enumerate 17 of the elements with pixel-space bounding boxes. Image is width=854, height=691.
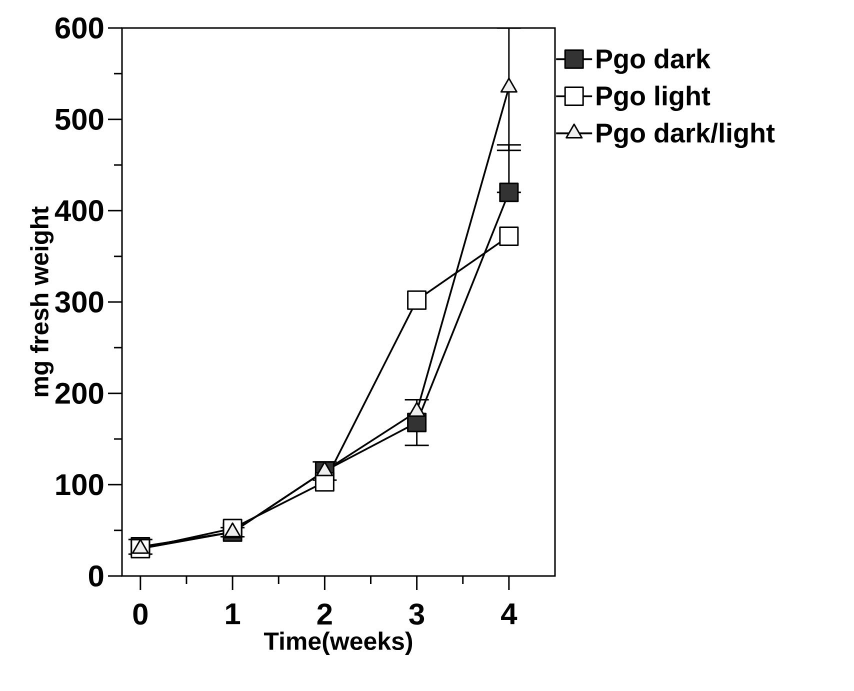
x-tick-label: 2 — [317, 604, 332, 624]
legend-label: Pgo light — [596, 86, 710, 111]
y-tick-label: 300 — [55, 291, 104, 313]
y-tick-label: 200 — [55, 382, 104, 404]
y-axis-title: mg fresh weight — [30, 206, 54, 396]
x-tick-label: 3 — [409, 604, 424, 625]
legend-label: Pgo dark — [596, 48, 711, 74]
y-tick-label: 0 — [88, 565, 104, 587]
y-tick-label: 100 — [56, 474, 104, 496]
legend-label: Pgo dark/light — [596, 122, 775, 148]
y-tick-label: 600 — [56, 17, 104, 39]
y-tick-label: 500 — [55, 108, 104, 130]
y-tick-label: 400 — [54, 200, 104, 222]
x-tick-label: 0 — [133, 604, 148, 625]
x-tick-label: 1 — [226, 604, 240, 624]
x-tick-label: 4 — [501, 604, 518, 624]
x-axis-title: Time(weeks) — [264, 632, 412, 655]
